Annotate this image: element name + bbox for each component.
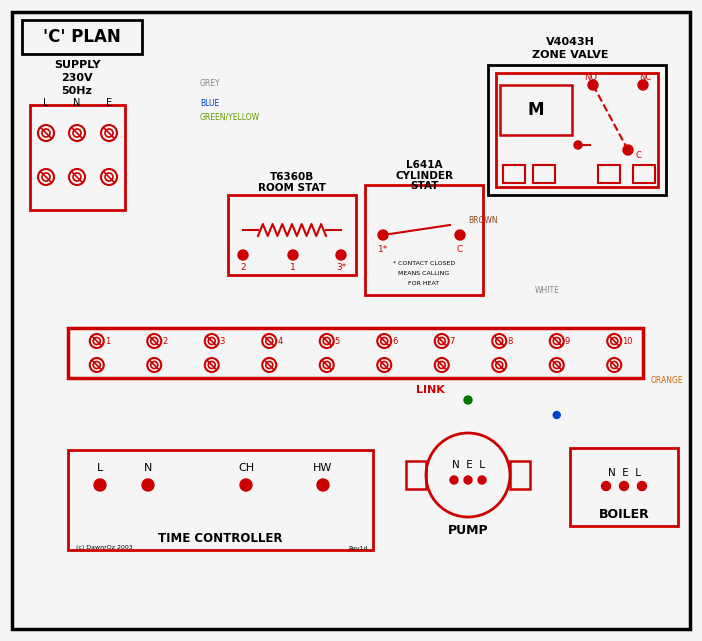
- Text: 1*: 1*: [378, 244, 388, 253]
- Text: CYLINDER: CYLINDER: [395, 171, 453, 181]
- Text: NC: NC: [639, 72, 651, 81]
- Bar: [488, 65, 666, 195]
- Circle shape: [619, 481, 628, 490]
- Bar: [228, 195, 356, 275]
- Circle shape: [336, 250, 346, 260]
- Circle shape: [142, 479, 154, 491]
- Circle shape: [574, 141, 582, 149]
- Text: 2: 2: [240, 263, 246, 272]
- Text: HW: HW: [313, 463, 333, 473]
- Text: BLUE: BLUE: [200, 99, 219, 108]
- Bar: [500, 85, 572, 135]
- Text: CH: CH: [238, 463, 254, 473]
- Text: 5: 5: [335, 337, 340, 345]
- Circle shape: [240, 479, 252, 491]
- Text: ORANGE: ORANGE: [651, 376, 684, 385]
- Text: 6: 6: [392, 337, 397, 345]
- Bar: [570, 448, 678, 526]
- Text: ROOM STAT: ROOM STAT: [258, 183, 326, 193]
- Bar: [68, 450, 373, 550]
- Bar: [30, 105, 125, 210]
- Text: GREEN/YELLOW: GREEN/YELLOW: [200, 113, 260, 122]
- Circle shape: [464, 476, 472, 484]
- Bar: [533, 165, 555, 183]
- Text: PUMP: PUMP: [448, 524, 489, 538]
- Bar: [598, 165, 620, 183]
- Text: ZONE VALVE: ZONE VALVE: [531, 50, 608, 60]
- Text: 1: 1: [105, 337, 110, 345]
- Circle shape: [455, 230, 465, 240]
- Circle shape: [238, 250, 248, 260]
- Circle shape: [602, 481, 611, 490]
- Text: E: E: [106, 98, 112, 108]
- Text: L: L: [44, 98, 48, 108]
- Text: 3: 3: [220, 337, 225, 345]
- Text: T6360B: T6360B: [270, 172, 314, 182]
- Text: V4043H: V4043H: [545, 37, 595, 47]
- Text: FOR HEAT: FOR HEAT: [409, 281, 439, 285]
- Text: MEANS CALLING: MEANS CALLING: [398, 271, 449, 276]
- Circle shape: [317, 479, 329, 491]
- Text: TIME CONTROLLER: TIME CONTROLLER: [158, 531, 282, 544]
- Text: 'C' PLAN: 'C' PLAN: [43, 28, 121, 46]
- Text: M: M: [528, 101, 544, 119]
- Text: L: L: [97, 463, 103, 473]
- Bar: [496, 73, 658, 187]
- Text: STAT: STAT: [410, 181, 438, 191]
- Circle shape: [637, 481, 647, 490]
- Text: N  E  L: N E L: [451, 460, 484, 470]
- Text: N: N: [144, 463, 152, 473]
- Text: 10: 10: [622, 337, 633, 345]
- Text: 8: 8: [508, 337, 512, 345]
- Bar: [406, 461, 426, 489]
- Circle shape: [588, 80, 598, 90]
- Text: 3*: 3*: [336, 263, 346, 272]
- Text: 1: 1: [290, 263, 296, 272]
- Text: BOILER: BOILER: [599, 508, 649, 520]
- Bar: [503, 165, 525, 183]
- Bar: [633, 165, 655, 183]
- Text: 7: 7: [450, 337, 455, 345]
- Circle shape: [464, 396, 472, 404]
- Text: 2: 2: [162, 337, 168, 345]
- Circle shape: [94, 479, 106, 491]
- Circle shape: [478, 476, 486, 484]
- Bar: [510, 461, 530, 489]
- Text: N  E  L: N E L: [607, 468, 640, 478]
- Text: WHITE: WHITE: [535, 285, 560, 294]
- Circle shape: [553, 412, 560, 419]
- Text: BROWN: BROWN: [468, 215, 498, 224]
- Circle shape: [450, 476, 458, 484]
- Bar: [365, 185, 483, 295]
- Text: GREY: GREY: [200, 78, 220, 88]
- Text: 50Hz: 50Hz: [62, 86, 93, 96]
- Text: 9: 9: [564, 337, 570, 345]
- Text: 4: 4: [277, 337, 282, 345]
- Circle shape: [378, 230, 388, 240]
- Circle shape: [288, 250, 298, 260]
- Text: (c) DawnrOz 2003: (c) DawnrOz 2003: [76, 545, 133, 551]
- Bar: [68, 328, 643, 378]
- Circle shape: [638, 80, 648, 90]
- Text: C: C: [457, 244, 463, 253]
- Text: LINK: LINK: [416, 385, 444, 395]
- Text: NO: NO: [585, 72, 597, 81]
- Text: Rev1d: Rev1d: [348, 545, 368, 551]
- Text: L641A: L641A: [406, 160, 442, 170]
- Text: SUPPLY: SUPPLY: [54, 60, 100, 70]
- Text: * CONTACT CLOSED: * CONTACT CLOSED: [393, 260, 455, 265]
- Circle shape: [623, 145, 633, 155]
- Text: 230V: 230V: [61, 73, 93, 83]
- Text: N: N: [73, 98, 81, 108]
- Text: C: C: [635, 151, 641, 160]
- Bar: [22, 20, 142, 54]
